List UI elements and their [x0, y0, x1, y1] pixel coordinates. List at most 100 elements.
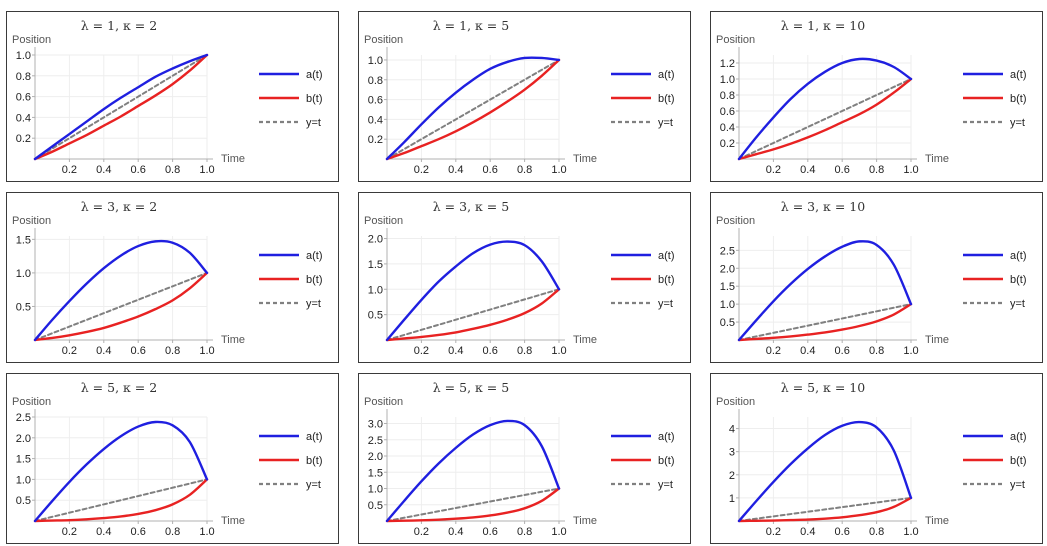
series-line-b — [33, 271, 209, 342]
chart-title: λ = 5, κ = 10 — [781, 380, 865, 395]
legend-label-y: y=t — [658, 117, 673, 129]
y-tick-label: 0.5 — [368, 500, 383, 512]
x-tick-label: 1.0 — [903, 345, 918, 357]
legend-label-b: b(t) — [306, 274, 323, 286]
x-axis-label: Time — [573, 515, 597, 527]
legend-label-a: a(t) — [658, 250, 675, 262]
series-line-y — [386, 288, 560, 341]
y-tick-label: 0.2 — [720, 138, 735, 150]
x-axis-label: Time — [221, 334, 245, 346]
series-line-a — [385, 240, 561, 342]
x-tick-label: 0.6 — [483, 526, 498, 538]
y-axis-label: Position — [364, 396, 403, 408]
y-tick-label: 1.5 — [16, 234, 31, 246]
legend-label-y: y=t — [306, 117, 321, 129]
x-tick-label: 0.6 — [131, 345, 146, 357]
y-tick-label: 2.5 — [368, 435, 383, 447]
y-tick-label: 2.0 — [368, 234, 383, 246]
y-tick-label: 0.2 — [16, 133, 31, 145]
series-line-b — [737, 302, 913, 342]
series-line-y — [386, 487, 560, 522]
series-line-a — [737, 240, 913, 342]
legend-label-b: b(t) — [306, 93, 323, 105]
series-line-a — [33, 239, 209, 342]
y-tick-label: 1.5 — [368, 259, 383, 271]
series-line-y — [738, 496, 912, 522]
series-line-y — [34, 54, 208, 160]
chart-panel: λ = 3, κ = 10 Position Time 0.2 0.4 0.6 0.8 1.0… — [710, 192, 1043, 363]
x-tick-label: 0.8 — [517, 164, 532, 176]
x-tick-label: 0.6 — [483, 345, 498, 357]
legend-label-a: a(t) — [658, 431, 675, 443]
legend-label-y: y=t — [306, 298, 321, 310]
series-line-b — [737, 77, 913, 161]
x-axis-label: Time — [573, 334, 597, 346]
y-tick-label: 0.2 — [368, 134, 383, 146]
y-axis-label: Position — [716, 396, 755, 408]
y-tick-label: 1.5 — [368, 467, 383, 479]
x-tick-label: 0.4 — [800, 164, 815, 176]
y-tick-label: 1.2 — [720, 58, 735, 70]
x-axis-label: Time — [221, 153, 245, 165]
y-tick-label: 0.6 — [368, 95, 383, 107]
chart-title: λ = 3, κ = 2 — [81, 199, 157, 214]
x-tick-label: 1.0 — [903, 164, 918, 176]
y-tick-label: 0.5 — [16, 301, 31, 313]
x-axis-label: Time — [925, 515, 949, 527]
y-axis-label: Position — [716, 34, 755, 46]
chart-panel: λ = 1, κ = 2 Position Time 0.2 0.4 0.6 0.8 1.0 0… — [6, 11, 339, 182]
y-tick-label: 2.0 — [368, 451, 383, 463]
x-tick-label: 0.8 — [165, 526, 180, 538]
y-tick-label: 0.4 — [16, 112, 31, 124]
x-tick-label: 0.4 — [96, 345, 111, 357]
x-tick-label: 0.8 — [869, 164, 884, 176]
x-tick-label: 0.6 — [835, 164, 850, 176]
chart-panel: λ = 3, κ = 5 Position Time 0.2 0.4 0.6 0.8 1.0 0… — [358, 192, 691, 363]
series-line-b — [737, 496, 913, 523]
chart-svg: λ = 3, κ = 2 Position Time 0.2 0.4 0.6 0.8 1.0 0… — [12, 199, 323, 357]
legend-label-b: b(t) — [306, 455, 323, 467]
series-line-y — [738, 303, 912, 341]
x-tick-label: 1.0 — [551, 345, 566, 357]
series-line-a — [385, 419, 561, 523]
chart-panel: λ = 3, κ = 2 Position Time 0.2 0.4 0.6 0.8 1.0 0… — [6, 192, 339, 363]
legend-label-a: a(t) — [1010, 431, 1027, 443]
x-tick-label: 0.8 — [869, 526, 884, 538]
y-tick-label: 1.5 — [16, 454, 31, 466]
x-tick-label: 0.2 — [414, 345, 429, 357]
series-line-y — [34, 478, 208, 522]
chart-svg: λ = 5, κ = 5 Position Time 0.2 0.4 0.6 0.8 1.0 0… — [364, 380, 675, 538]
y-axis-label: Position — [364, 34, 403, 46]
y-tick-label: 0.5 — [368, 310, 383, 322]
y-tick-label: 1 — [729, 493, 735, 505]
x-tick-label: 0.2 — [414, 164, 429, 176]
legend-label-a: a(t) — [658, 69, 675, 81]
legend-label-b: b(t) — [1010, 93, 1027, 105]
legend-label-y: y=t — [658, 479, 673, 491]
x-tick-label: 0.4 — [448, 164, 463, 176]
y-axis-label: Position — [12, 396, 51, 408]
chart-panel: λ = 5, κ = 2 Position Time 0.2 0.4 0.6 0.8 1.0 0… — [6, 373, 339, 544]
y-axis-label: Position — [12, 215, 51, 227]
legend-label-b: b(t) — [658, 455, 675, 467]
legend-label-b: b(t) — [1010, 274, 1027, 286]
x-tick-label: 0.4 — [96, 526, 111, 538]
x-tick-label: 1.0 — [551, 164, 566, 176]
y-tick-label: 3 — [729, 447, 735, 459]
chart-svg: λ = 3, κ = 10 Position Time 0.2 0.4 0.6 0.8 1.0… — [716, 199, 1027, 357]
x-tick-label: 0.2 — [766, 526, 781, 538]
legend-label-y: y=t — [1010, 479, 1025, 491]
series-line-y — [386, 58, 560, 160]
series-line-a — [737, 57, 913, 161]
chart-title: λ = 5, κ = 2 — [81, 380, 157, 395]
x-tick-label: 1.0 — [551, 526, 566, 538]
legend-label-a: a(t) — [306, 431, 323, 443]
y-axis-label: Position — [364, 215, 403, 227]
x-tick-label: 0.6 — [131, 526, 146, 538]
x-tick-label: 0.4 — [800, 526, 815, 538]
chart-svg: λ = 3, κ = 5 Position Time 0.2 0.4 0.6 0.8 1.0 0… — [364, 199, 675, 357]
series-line-y — [738, 78, 912, 160]
x-tick-label: 0.2 — [414, 526, 429, 538]
y-tick-label: 1.0 — [16, 50, 31, 62]
series-line-y — [34, 271, 208, 341]
